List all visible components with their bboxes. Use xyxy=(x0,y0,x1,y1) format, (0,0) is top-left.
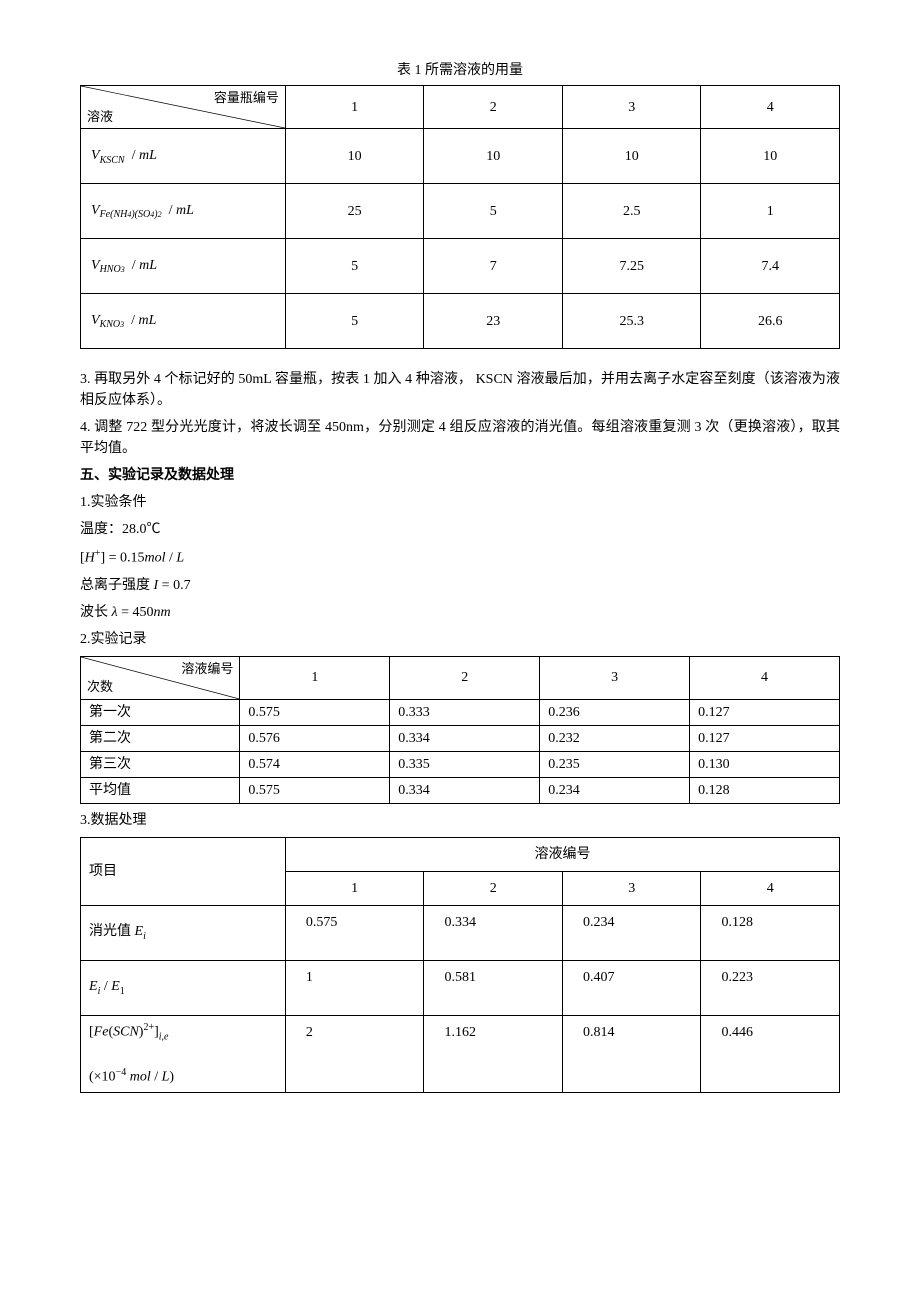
table2-row-label: 第一次 xyxy=(81,699,240,725)
table1-cell: 5 xyxy=(285,239,424,294)
table3-group-label: 溶液编号 xyxy=(285,837,839,871)
table1-cell: 7 xyxy=(424,239,563,294)
table2-col-header: 1 xyxy=(240,656,390,699)
table1-row-label: VKSCN / mL xyxy=(81,129,286,184)
table3-cell: 0.128 xyxy=(701,905,840,960)
table1-cell: 10 xyxy=(424,129,563,184)
table3-cell: 0.334 xyxy=(424,905,563,960)
table2-diag-header: 溶液编号 次数 xyxy=(81,656,240,699)
table2-cell: 0.575 xyxy=(240,699,390,725)
table3-cell: 0.446 xyxy=(701,1015,840,1092)
table1-col-header: 4 xyxy=(701,86,840,129)
table3-col-header: 1 xyxy=(285,871,424,905)
table2-cell: 0.232 xyxy=(540,725,690,751)
table3-row-label: [Fe(SCN)2+]i,e(×10−4 mol / L) xyxy=(81,1015,286,1092)
table1-cell: 25.3 xyxy=(562,294,701,349)
table2-col-header: 3 xyxy=(540,656,690,699)
cond-wavelength: 波长 λ = 450nm xyxy=(80,602,840,623)
table3-col-header: 2 xyxy=(424,871,563,905)
table2-cell: 0.128 xyxy=(690,777,840,803)
table1-diag-header: 容量瓶编号 溶液 xyxy=(81,86,286,129)
table1-cell: 5 xyxy=(424,184,563,239)
section5-heading: 五、实验记录及数据处理 xyxy=(80,465,840,486)
table1-cell: 10 xyxy=(285,129,424,184)
paragraph-3: 3. 再取另外 4 个标记好的 50mL 容量瓶，按表 1 加入 4 种溶液， … xyxy=(80,369,840,411)
table1-cell: 7.4 xyxy=(701,239,840,294)
table2-cell: 0.127 xyxy=(690,725,840,751)
table3-cell: 0.581 xyxy=(424,960,563,1015)
table2-cell: 0.334 xyxy=(390,725,540,751)
table1-row-label: VFe(NH4)(SO4)2 / mL xyxy=(81,184,286,239)
table1-col-header: 2 xyxy=(424,86,563,129)
table2-cell: 0.130 xyxy=(690,751,840,777)
cond-heading: 1.实验条件 xyxy=(80,492,840,513)
data-heading: 3.数据处理 xyxy=(80,810,840,831)
table3-cell: 0.223 xyxy=(701,960,840,1015)
table1-row-label: VKNO3 / mL xyxy=(81,294,286,349)
table2-cell: 0.335 xyxy=(390,751,540,777)
table1-cell: 5 xyxy=(285,294,424,349)
table3-cell: 1 xyxy=(285,960,424,1015)
table1-row-label: VHNO3 / mL xyxy=(81,239,286,294)
table1-col-header: 1 xyxy=(285,86,424,129)
table1: 容量瓶编号 溶液 1 2 3 4 VKSCN / mL 10 10 10 10 … xyxy=(80,85,840,349)
table1-cell: 10 xyxy=(562,129,701,184)
table3-cell: 0.234 xyxy=(562,905,701,960)
table2-cell: 0.576 xyxy=(240,725,390,751)
table2: 溶液编号 次数 1 2 3 4 第一次 0.575 0.333 0.236 0.… xyxy=(80,656,840,804)
table2-cell: 0.235 xyxy=(540,751,690,777)
table2-cell: 0.574 xyxy=(240,751,390,777)
table3-row-label: 消光值 Ei xyxy=(81,905,286,960)
table1-cell: 25 xyxy=(285,184,424,239)
table1-cell: 23 xyxy=(424,294,563,349)
table2-cell: 0.334 xyxy=(390,777,540,803)
table2-cell: 0.575 xyxy=(240,777,390,803)
table3-row-label: Ei / E1 xyxy=(81,960,286,1015)
table1-cell: 26.6 xyxy=(701,294,840,349)
table2-col-header: 2 xyxy=(390,656,540,699)
table2-cell: 0.234 xyxy=(540,777,690,803)
table1-cell: 2.5 xyxy=(562,184,701,239)
table3-col-header: 3 xyxy=(562,871,701,905)
table3-cell: 1.162 xyxy=(424,1015,563,1092)
table1-col-header-label: 容量瓶编号 xyxy=(214,88,279,108)
table3-cell: 2 xyxy=(285,1015,424,1092)
table3-cell: 0.407 xyxy=(562,960,701,1015)
table2-cell: 0.333 xyxy=(390,699,540,725)
table2-row-label: 平均值 xyxy=(81,777,240,803)
table3: 项目 溶液编号 1 2 3 4 消光值 Ei 0.575 0.334 0.234… xyxy=(80,837,840,1093)
table1-cell: 7.25 xyxy=(562,239,701,294)
table3-cell: 0.814 xyxy=(562,1015,701,1092)
table2-col-header-label: 溶液编号 xyxy=(181,659,233,679)
cond-ionic-strength: 总离子强度 I = 0.7 xyxy=(80,575,840,596)
cond-h-concentration: [H+] = 0.15mol / L xyxy=(80,546,840,569)
table2-row-label: 第三次 xyxy=(81,751,240,777)
table1-cell: 1 xyxy=(701,184,840,239)
cond-temp: 温度：28.0℃ xyxy=(80,519,840,540)
paragraph-4: 4. 调整 722 型分光光度计，将波长调至 450nm，分别测定 4 组反应溶… xyxy=(80,417,840,459)
table3-cell: 0.575 xyxy=(285,905,424,960)
table1-title: 表 1 所需溶液的用量 xyxy=(80,60,840,81)
table1-col-header: 3 xyxy=(562,86,701,129)
table2-row-label: 第二次 xyxy=(81,725,240,751)
table3-col-header: 4 xyxy=(701,871,840,905)
table1-row-header-label: 溶液 xyxy=(87,107,113,127)
table2-cell: 0.236 xyxy=(540,699,690,725)
table2-cell: 0.127 xyxy=(690,699,840,725)
table1-cell: 10 xyxy=(701,129,840,184)
table3-item-label: 项目 xyxy=(81,837,286,905)
table2-col-header: 4 xyxy=(690,656,840,699)
record-heading: 2.实验记录 xyxy=(80,629,840,650)
table2-row-header-label: 次数 xyxy=(87,677,113,697)
